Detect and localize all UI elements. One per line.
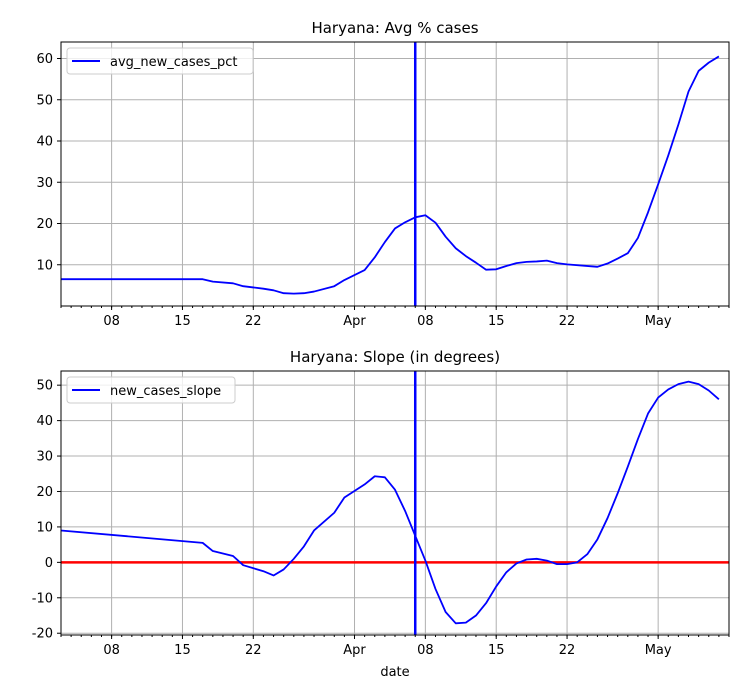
- x-tick-label: May: [645, 314, 672, 329]
- y-tick-label: 10: [36, 258, 53, 273]
- series-line-avg-new-cases-pct: [61, 55, 720, 295]
- x-tick-label: 15: [174, 314, 191, 329]
- chart-title: Haryana: Avg % cases: [311, 19, 478, 37]
- x-tick-label: Apr: [343, 643, 366, 658]
- y-tick-label: 10: [36, 520, 53, 535]
- y-tick-label: 40: [36, 135, 53, 150]
- legend-label: avg_new_cases_pct: [110, 55, 237, 70]
- y-tick-label: -10: [32, 591, 53, 606]
- legend: avg_new_cases_pct: [66, 47, 254, 75]
- x-tick-label: Apr: [343, 314, 366, 329]
- x-axis-label: date: [380, 665, 409, 680]
- slope-panel: Haryana: Slope (in degrees) 08 15 22 Apr 08 1…: [32, 348, 730, 680]
- y-tick-label: 20: [36, 485, 53, 500]
- legend-box: [66, 47, 254, 75]
- y-tick-label: 50: [36, 93, 53, 108]
- x-tick-label: 22: [559, 643, 576, 658]
- x-tick-label: 15: [488, 314, 505, 329]
- x-tick-label: 08: [417, 314, 434, 329]
- x-tick-label: 08: [417, 643, 434, 658]
- x-tick-label: 22: [245, 643, 262, 658]
- y-tick-label: 30: [36, 176, 53, 191]
- legend-label: new_cases_slope: [110, 384, 221, 399]
- y-tick-label: 0: [45, 556, 53, 571]
- x-tick-label: 22: [245, 314, 262, 329]
- series-line-new-cases-slope: [60, 380, 720, 625]
- legend-box: [66, 376, 236, 404]
- x-tick-label: 15: [488, 643, 505, 658]
- y-tick-label: 30: [36, 450, 53, 465]
- plot-frame: [60, 41, 730, 307]
- x-tick-label: 22: [559, 314, 576, 329]
- y-tick-label: 40: [36, 414, 53, 429]
- plot-frame: [60, 370, 730, 636]
- y-tick-label: -20: [32, 627, 53, 642]
- x-tick-label: 08: [103, 314, 120, 329]
- legend: new_cases_slope: [66, 376, 236, 404]
- avg-cases-panel: Haryana: Avg % cases 08 15 22 Apr 08 15 22 May 1…: [36, 19, 730, 329]
- y-tick-label: 20: [36, 217, 53, 232]
- x-tick-label: 15: [174, 643, 191, 658]
- x-tick-label: May: [645, 643, 672, 658]
- y-tick-label: 50: [36, 379, 53, 394]
- chart-title: Haryana: Slope (in degrees): [290, 348, 500, 366]
- y-tick-label: 60: [36, 52, 53, 67]
- x-tick-label: 08: [103, 643, 120, 658]
